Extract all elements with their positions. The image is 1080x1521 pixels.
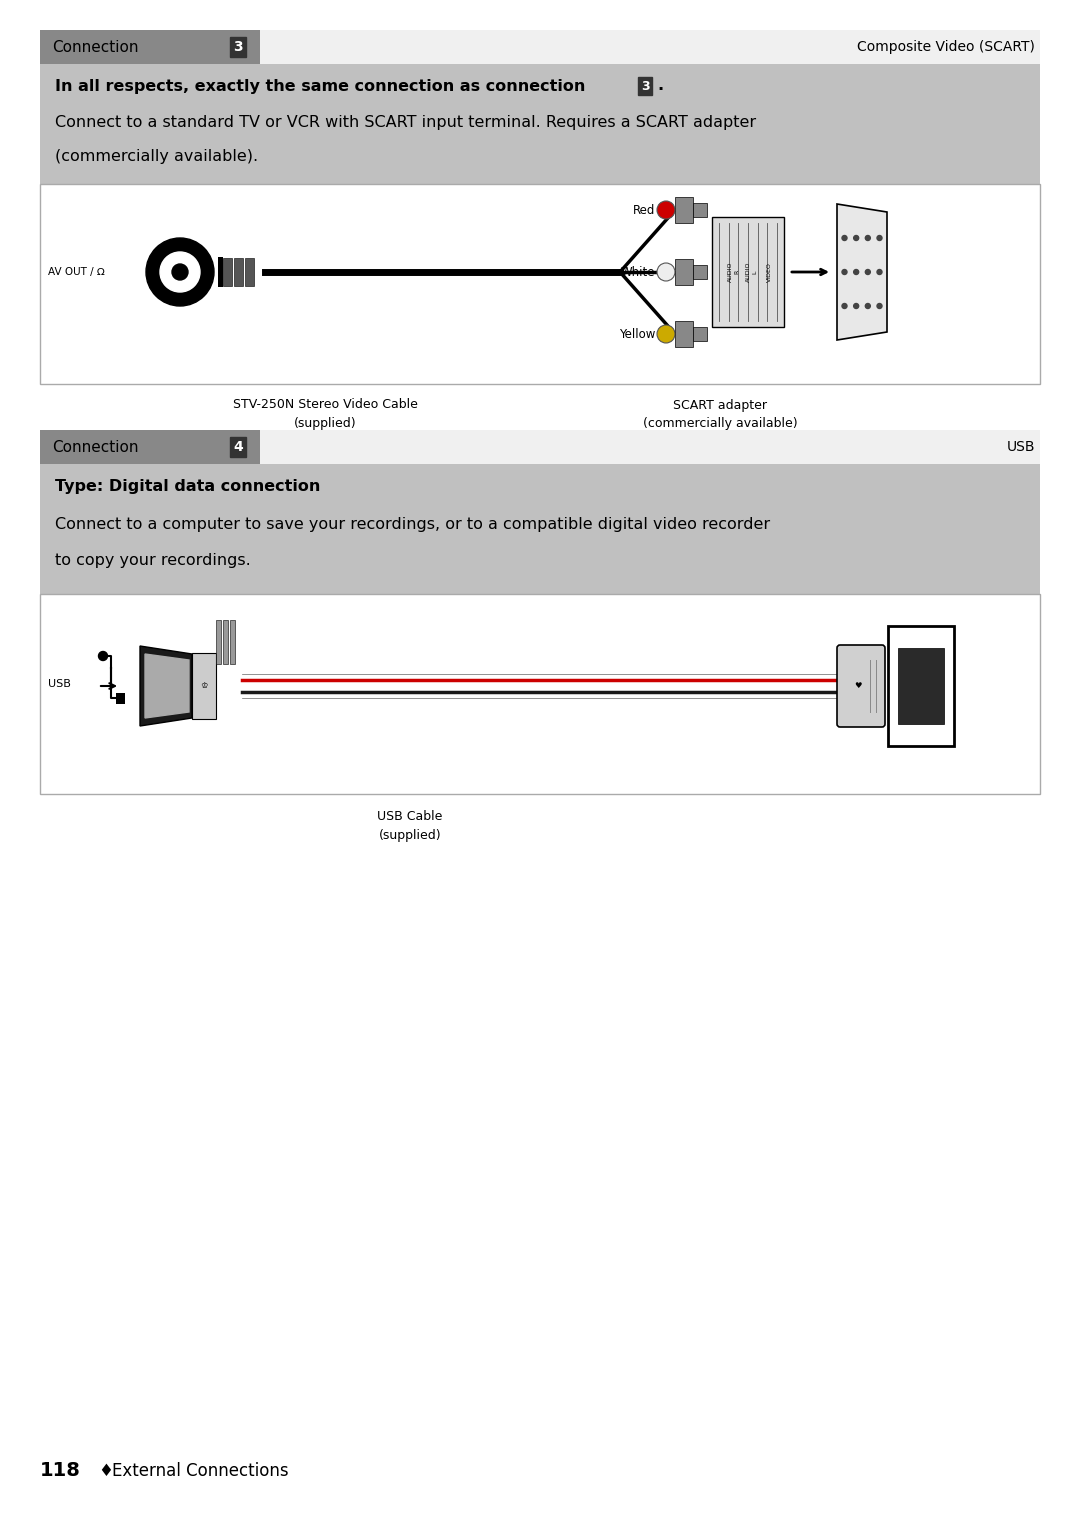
Text: (supplied): (supplied): [379, 829, 442, 841]
Text: USB Cable: USB Cable: [377, 811, 443, 823]
Bar: [888, 627, 954, 745]
Polygon shape: [837, 204, 887, 341]
Bar: [40, 30, 260, 64]
Bar: [116, 694, 125, 704]
Text: 3: 3: [640, 79, 649, 93]
Text: Red: Red: [633, 204, 654, 216]
Circle shape: [657, 201, 675, 219]
FancyBboxPatch shape: [837, 645, 885, 727]
Text: USB: USB: [1007, 440, 1035, 453]
Bar: [675, 259, 693, 284]
Circle shape: [877, 236, 882, 240]
Bar: [218, 257, 222, 287]
Bar: [230, 621, 235, 665]
Bar: [693, 265, 707, 278]
Text: Yellow: Yellow: [619, 327, 654, 341]
Bar: [712, 218, 784, 327]
Text: AUDIO
L: AUDIO L: [746, 262, 757, 283]
Bar: [222, 621, 228, 665]
Text: Type: Digital data connection: Type: Digital data connection: [55, 479, 321, 493]
Text: AV OUT / Ω: AV OUT / Ω: [48, 268, 105, 277]
Text: to copy your recordings.: to copy your recordings.: [55, 552, 251, 567]
Text: Connect to a standard TV or VCR with SCART input terminal. Requires a SCART adap: Connect to a standard TV or VCR with SCA…: [55, 114, 756, 129]
Text: USB: USB: [48, 678, 71, 689]
Text: STV-250N Stereo Video Cable: STV-250N Stereo Video Cable: [232, 399, 418, 412]
Text: .: .: [657, 79, 663, 93]
Text: Connection: Connection: [52, 40, 138, 55]
Bar: [192, 653, 216, 719]
Text: In all respects, exactly the same connection as connection: In all respects, exactly the same connec…: [55, 79, 585, 93]
Circle shape: [160, 252, 200, 292]
Text: Composite Video (SCART): Composite Video (SCART): [858, 40, 1035, 55]
Bar: [222, 257, 232, 286]
Text: ♦: ♦: [98, 1462, 113, 1480]
Bar: [245, 257, 254, 286]
Bar: [693, 202, 707, 218]
Circle shape: [842, 269, 847, 274]
Text: ♥: ♥: [854, 681, 862, 691]
Bar: [675, 198, 693, 224]
Circle shape: [853, 236, 859, 240]
Bar: [40, 595, 1040, 794]
Bar: [40, 64, 1040, 184]
Bar: [40, 30, 1040, 64]
Polygon shape: [145, 654, 189, 718]
Circle shape: [877, 304, 882, 309]
Text: Connect to a computer to save your recordings, or to a compatible digital video : Connect to a computer to save your recor…: [55, 517, 770, 531]
Polygon shape: [140, 646, 192, 726]
Bar: [675, 321, 693, 347]
Text: ♔: ♔: [200, 681, 207, 691]
Circle shape: [842, 304, 847, 309]
Circle shape: [865, 269, 870, 274]
Text: VIDEO: VIDEO: [767, 262, 772, 281]
Circle shape: [865, 236, 870, 240]
Bar: [40, 184, 1040, 383]
Text: 118: 118: [40, 1462, 81, 1480]
Bar: [40, 430, 1040, 464]
Bar: [216, 621, 221, 665]
Text: AUDIO
R: AUDIO R: [728, 262, 739, 283]
Circle shape: [865, 304, 870, 309]
Text: 3: 3: [233, 40, 243, 55]
Circle shape: [842, 236, 847, 240]
Bar: [40, 464, 1040, 595]
Bar: [693, 327, 707, 341]
Text: White: White: [621, 266, 654, 278]
Bar: [897, 648, 944, 724]
Circle shape: [98, 651, 108, 660]
Circle shape: [853, 304, 859, 309]
Text: Connection: Connection: [52, 440, 138, 455]
Circle shape: [146, 237, 214, 306]
Circle shape: [877, 269, 882, 274]
Bar: [40, 430, 260, 464]
Text: (commercially available).: (commercially available).: [55, 149, 258, 163]
Circle shape: [853, 269, 859, 274]
Text: External Connections: External Connections: [112, 1462, 288, 1480]
Text: SCART adapter: SCART adapter: [673, 399, 767, 412]
Text: (commercially available): (commercially available): [643, 417, 797, 429]
Circle shape: [172, 265, 188, 280]
Text: (supplied): (supplied): [294, 417, 356, 429]
Bar: [234, 257, 243, 286]
Circle shape: [657, 325, 675, 344]
Text: 4: 4: [233, 440, 243, 453]
Circle shape: [657, 263, 675, 281]
